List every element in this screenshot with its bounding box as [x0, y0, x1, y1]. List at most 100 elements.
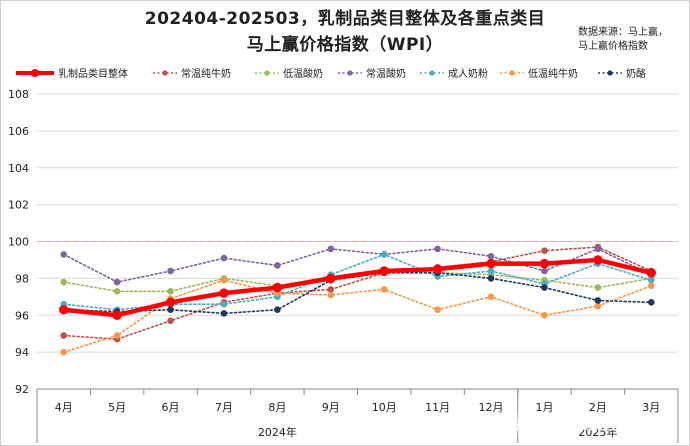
x-tick-label: 12月: [479, 401, 504, 414]
data-point: [60, 348, 68, 356]
legend-label: 成人奶粉: [448, 67, 488, 80]
data-point: [60, 332, 68, 339]
data-point: [594, 302, 602, 310]
x-tick-label: 7月: [215, 401, 233, 414]
x-tick-label: 11月: [425, 401, 450, 414]
x-tick-label: 3月: [642, 401, 660, 414]
data-point: [541, 311, 548, 319]
data-point: [219, 288, 229, 298]
data-point: [380, 251, 388, 258]
series-line: [62, 246, 653, 341]
data-point: [220, 254, 228, 262]
data-point: [327, 291, 335, 299]
data-point: [380, 286, 388, 293]
data-point: [539, 258, 550, 269]
data-point: [647, 276, 655, 284]
x-tick-label: 10月: [372, 401, 397, 414]
y-tick-label: 106: [8, 125, 29, 138]
watermark-text: 马上赢情报站: [560, 416, 644, 433]
data-point: [432, 264, 443, 274]
data-point: [326, 273, 336, 284]
year-group-label: 2025年: [578, 425, 617, 439]
watermark: 搜狐号 马上赢情报站: [496, 411, 644, 435]
year-group-label: 2024年: [258, 425, 297, 439]
data-point: [113, 278, 121, 286]
data-point: [647, 299, 655, 306]
legend-label: 低温酸奶: [283, 67, 323, 80]
data-point: [167, 267, 174, 275]
data-point: [60, 251, 68, 258]
data-point: [327, 245, 335, 253]
data-point: [487, 275, 495, 282]
legend-swatch-marker: [347, 70, 353, 76]
y-tick-label: 94: [15, 346, 29, 359]
x-tick-label: 6月: [162, 401, 180, 414]
series-group: [59, 243, 656, 356]
data-point: [646, 268, 656, 278]
series-category-5: [60, 276, 655, 356]
legend-swatch-marker: [264, 70, 270, 76]
data-point: [59, 305, 69, 315]
data-point: [167, 287, 174, 295]
legend-swatch-marker: [429, 70, 435, 76]
data-point: [487, 293, 495, 301]
title-line-1: 202404-202503，乳制品类目整体及各重点类目: [144, 9, 546, 29]
data-point: [379, 266, 389, 276]
x-tick-label: 8月: [268, 401, 286, 414]
data-point: [541, 247, 548, 255]
data-point: [434, 306, 441, 314]
data-point: [594, 245, 602, 253]
chart-title: 202404-202503，乳制品类目整体及各重点类目 马上赢价格指数（WPI）: [0, 6, 690, 58]
legend-swatch-marker: [162, 70, 168, 76]
y-tick-label: 108: [8, 88, 29, 101]
data-point: [541, 267, 548, 275]
data-point: [165, 297, 176, 308]
data-point: [434, 245, 441, 253]
legend-label: 常温纯牛奶: [181, 67, 231, 80]
data-point: [112, 310, 122, 320]
series-category-3: [60, 245, 655, 286]
watermark-badge: 搜狐号: [500, 416, 543, 433]
grid-lines: [37, 93, 678, 390]
y-tick-label: 92: [15, 383, 29, 396]
data-point: [113, 332, 121, 339]
x-tick-label: 2月: [589, 401, 607, 414]
data-point: [594, 297, 602, 304]
y-tick-label: 98: [15, 272, 29, 285]
source-line-1: 数据来源：马上赢，: [578, 27, 668, 38]
data-source-note: 数据来源：马上赢， 马上赢价格指数: [578, 26, 668, 54]
data-point: [272, 282, 283, 293]
series-category-1: [60, 243, 655, 343]
data-point: [220, 310, 228, 317]
title-line-2: 马上赢价格指数（WPI）: [246, 35, 444, 55]
source-line-2: 马上赢价格指数: [578, 41, 648, 52]
data-point: [113, 287, 121, 295]
y-tick-label: 104: [8, 162, 29, 175]
x-tick-label: 4月: [55, 401, 73, 414]
data-point: [60, 278, 68, 286]
data-point: [487, 252, 495, 260]
y-tick-label: 96: [15, 309, 29, 322]
series-line: [61, 257, 654, 318]
data-point: [593, 255, 603, 265]
data-point: [167, 306, 174, 314]
axes: 92 94 96 98 100 102 104 106 108 4月 5月 6月 7月 8月 9月 10月 11…: [8, 88, 679, 443]
x-tick-label: 5月: [108, 401, 126, 414]
data-point: [486, 258, 496, 269]
chart-legend: 乳制品类目整体 常温纯牛奶 低温酸奶 常温酸奶 成人奶粉 低温纯牛奶 奶酪: [16, 67, 646, 80]
legend-swatch-marker: [607, 70, 613, 76]
data-point: [220, 276, 228, 284]
legend-label: 常温酸奶: [366, 67, 406, 80]
data-point: [274, 262, 281, 269]
data-point: [327, 286, 335, 293]
legend-swatch-marker: [31, 69, 39, 77]
legend-label: 低温纯牛奶: [528, 67, 578, 80]
data-point: [541, 284, 548, 291]
legend-swatch-marker: [509, 70, 515, 76]
x-tick-label: 1月: [535, 401, 553, 414]
data-point: [594, 284, 602, 291]
data-point: [487, 267, 495, 275]
series-line: [62, 248, 653, 283]
watermark-badge-bg: [496, 411, 552, 435]
